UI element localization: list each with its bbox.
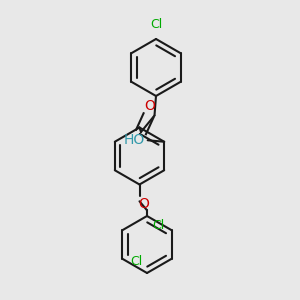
Text: Cl: Cl xyxy=(150,19,162,32)
Text: Cl: Cl xyxy=(130,255,142,268)
Text: Cl: Cl xyxy=(152,219,164,232)
Text: O: O xyxy=(145,99,155,113)
Text: HO: HO xyxy=(123,133,145,147)
Text: O: O xyxy=(138,196,149,211)
